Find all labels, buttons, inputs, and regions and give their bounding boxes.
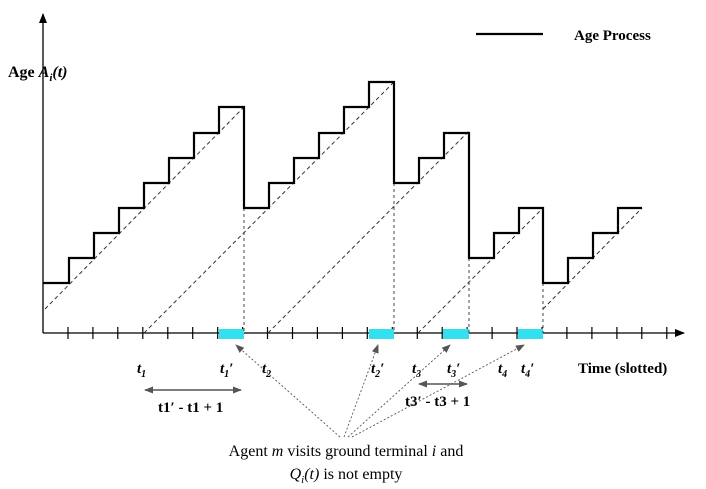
- label-t2: t2: [262, 361, 271, 380]
- pointer-arrow-4: [351, 344, 525, 438]
- visit-marker-1: [219, 329, 244, 339]
- visit-marker-4: [518, 329, 543, 339]
- label-t1: t1: [137, 361, 146, 380]
- x-axis-label: Time (slotted): [578, 361, 667, 377]
- pointer-arrows: [235, 344, 525, 438]
- pointer-arrow-2: [343, 344, 379, 438]
- y-axis-label: Age Ai(t): [8, 64, 68, 84]
- interval-label-2: t3′ - t3 + 1: [405, 394, 470, 410]
- vertical-drop-lines: [243, 183, 544, 333]
- visit-marker-2: [369, 329, 394, 339]
- interval-label-1: t1′ - t1 + 1: [158, 400, 223, 416]
- legend-label: Age Process: [574, 28, 651, 44]
- age-process-line: [43, 80, 642, 285]
- label-t3: t3: [412, 361, 421, 380]
- annotation-line-2: Qi(t) is not empty: [290, 466, 403, 486]
- visit-markers: [219, 329, 543, 339]
- legend: Age Process: [476, 28, 651, 44]
- annotation-line-1: Agent m visits ground terminal i and: [229, 443, 464, 460]
- visit-marker-3: [443, 329, 469, 339]
- label-t3-prime: t3′: [447, 361, 460, 380]
- pointer-arrow-1: [235, 344, 341, 438]
- label-t2-prime: t2′: [371, 361, 384, 380]
- time-labels: t1 t1′ t2 t2′ t3 t3′ t4 t4′: [137, 361, 534, 380]
- pointer-arrow-3: [347, 344, 451, 438]
- slope-3: [267, 130, 470, 334]
- slope-4: [417, 207, 544, 334]
- label-t4: t4: [498, 361, 507, 380]
- label-t1-prime: t1′: [220, 361, 233, 380]
- label-t4-prime: t4′: [521, 361, 534, 380]
